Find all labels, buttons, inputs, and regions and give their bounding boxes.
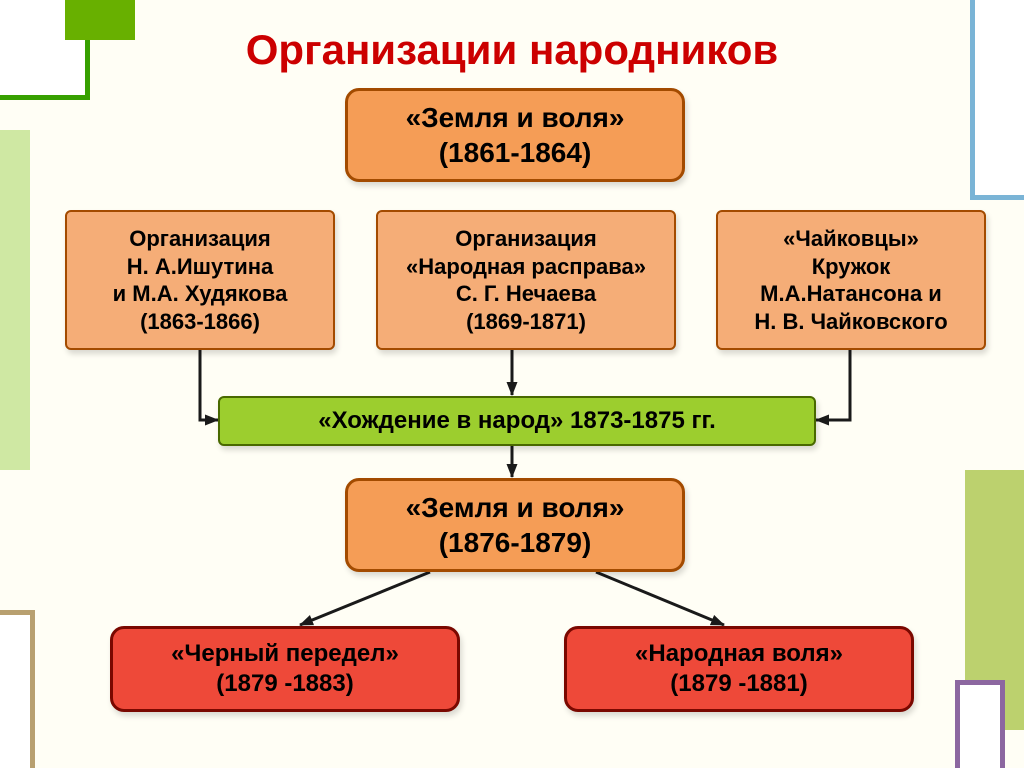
node-line: Кружок	[812, 253, 891, 281]
node-line: Н. В. Чайковского	[754, 308, 947, 336]
slide-title: Организации народников	[0, 26, 1024, 74]
slide-canvas: Организации народников «Земля и воля»(18…	[0, 0, 1024, 768]
node-line: «Народная воля»	[635, 639, 843, 669]
node-narodvolya: «Народная воля»(1879 -1881)	[564, 626, 914, 712]
node-line: Н. А.Ишутина	[127, 253, 274, 281]
node-line: М.А.Натансона и	[760, 280, 942, 308]
node-line: (1869-1871)	[466, 308, 586, 336]
node-line: «Земля и воля»	[406, 100, 625, 135]
node-line: Организация	[129, 225, 271, 253]
node-chaikov: «Чайковцы»КружокМ.А.Натансона иН. В. Чай…	[716, 210, 986, 350]
edge	[816, 350, 850, 420]
node-line: С. Г. Нечаева	[456, 280, 596, 308]
node-cherny: «Черный передел»(1879 -1883)	[110, 626, 460, 712]
node-line: «Земля и воля»	[406, 490, 625, 525]
edge	[596, 572, 724, 625]
node-zemlya1: «Земля и воля»(1861-1864)	[345, 88, 685, 182]
node-line: (1879 -1883)	[216, 669, 353, 699]
node-line: «Хождение в народ» 1873-1875 гг.	[318, 406, 715, 436]
node-line: «Чайковцы»	[783, 225, 919, 253]
edge	[200, 350, 218, 420]
node-line: (1879 -1881)	[670, 669, 807, 699]
node-line: Организация	[455, 225, 597, 253]
node-line: и М.А. Худякова	[113, 280, 288, 308]
node-line: (1863-1866)	[140, 308, 260, 336]
node-nechaev: Организация«Народная расправа»С. Г. Неча…	[376, 210, 676, 350]
node-line: «Народная расправа»	[406, 253, 646, 281]
node-ishutin: ОрганизацияН. А.Ишутинаи М.А. Худякова(1…	[65, 210, 335, 350]
node-line: «Черный передел»	[171, 639, 399, 669]
node-hozhdenie: «Хождение в народ» 1873-1875 гг.	[218, 396, 816, 446]
node-line: (1861-1864)	[439, 135, 592, 170]
edge	[300, 572, 430, 625]
node-zemlya2: «Земля и воля»(1876-1879)	[345, 478, 685, 572]
node-line: (1876-1879)	[439, 525, 592, 560]
